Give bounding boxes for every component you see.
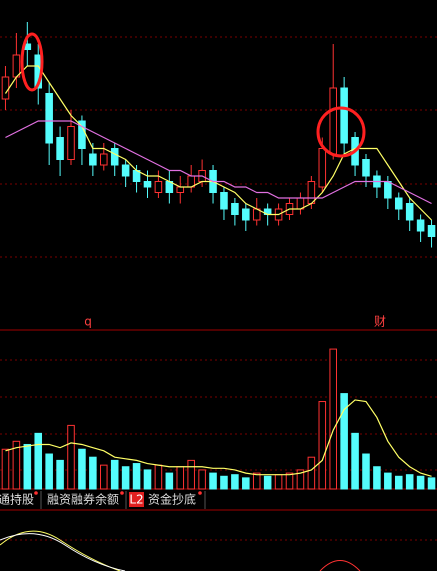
candle-body bbox=[318, 148, 327, 188]
volume-bar bbox=[132, 463, 141, 490]
tab[interactable]: 通持股 bbox=[0, 492, 34, 507]
volume-bar bbox=[121, 466, 130, 490]
candle-body bbox=[242, 208, 250, 221]
candle-body bbox=[100, 153, 108, 166]
indicator-line bbox=[0, 533, 126, 571]
candle-body bbox=[110, 148, 119, 166]
volume-bar bbox=[209, 472, 217, 490]
volume-bar bbox=[1, 448, 10, 490]
volume-bar bbox=[416, 475, 425, 490]
volume-bar bbox=[89, 456, 97, 490]
volume-bar bbox=[373, 466, 381, 490]
volume-bar bbox=[394, 475, 403, 490]
candle-body bbox=[143, 181, 152, 188]
candle-body bbox=[362, 159, 370, 177]
volume-bar bbox=[220, 475, 228, 490]
candle-body bbox=[220, 192, 228, 210]
indicator-line bbox=[0, 530, 121, 571]
highlight-circle bbox=[20, 32, 44, 92]
candle-body bbox=[307, 181, 316, 204]
volume-bar bbox=[231, 474, 239, 490]
tab-dot bbox=[198, 491, 202, 495]
candle-body bbox=[329, 87, 337, 155]
volume-bar bbox=[78, 448, 86, 490]
volume-bar bbox=[34, 432, 43, 490]
volume-bar bbox=[318, 401, 327, 490]
tab[interactable]: 融资融券余额 bbox=[47, 492, 119, 507]
volume-bar bbox=[252, 472, 261, 490]
volume-bar bbox=[384, 472, 392, 490]
volume-bar bbox=[176, 466, 185, 490]
volume-bar bbox=[23, 443, 32, 490]
candle-body bbox=[427, 225, 436, 237]
candle-body bbox=[394, 197, 403, 210]
annotation: 财 bbox=[374, 315, 386, 329]
volume-bar bbox=[427, 477, 436, 490]
candle-body bbox=[121, 164, 130, 177]
volume-bar bbox=[12, 440, 21, 490]
volume-bar bbox=[198, 469, 206, 490]
moving-average bbox=[4, 65, 432, 221]
tab-badge bbox=[129, 492, 144, 507]
tab-badge-label[interactable]: L2 bbox=[129, 493, 143, 507]
tab-bar: 通持股 融资融券余额 L2 资金抄底 bbox=[0, 491, 206, 509]
annotations: q 财 bbox=[84, 315, 386, 329]
volume-bar bbox=[187, 459, 195, 490]
volume-bar bbox=[362, 453, 370, 490]
volume-bar bbox=[143, 469, 152, 490]
candle-body bbox=[78, 120, 86, 149]
tab-dot bbox=[34, 491, 38, 495]
volume-bar bbox=[307, 456, 316, 490]
candle-body bbox=[89, 153, 97, 166]
volume-bar bbox=[405, 474, 414, 490]
candle-body bbox=[67, 126, 75, 160]
candle-body bbox=[176, 186, 185, 193]
candle-body bbox=[154, 181, 163, 193]
volume-bar bbox=[45, 453, 53, 490]
volume-bar bbox=[154, 464, 163, 490]
candle-body bbox=[231, 203, 239, 215]
volume-bar bbox=[56, 459, 64, 490]
highlight-circle bbox=[316, 106, 366, 158]
volume-bar bbox=[263, 475, 272, 490]
volume-bar bbox=[340, 393, 348, 490]
candle-body bbox=[56, 137, 64, 160]
volume-bar bbox=[296, 469, 305, 490]
tab-dot bbox=[120, 491, 124, 495]
volume-bar bbox=[351, 432, 359, 490]
candle-body bbox=[405, 203, 414, 221]
tab[interactable]: 资金抄底 bbox=[148, 492, 196, 507]
volume-bar bbox=[274, 474, 283, 490]
volume-bar bbox=[110, 459, 119, 490]
volume-bar bbox=[100, 464, 108, 490]
volume-average bbox=[5, 399, 432, 477]
volume-bar bbox=[329, 348, 337, 490]
candle-body bbox=[1, 76, 10, 100]
volume-bar bbox=[165, 472, 174, 490]
candle-body bbox=[416, 219, 425, 232]
indicator-bars bbox=[319, 560, 361, 571]
candle-body bbox=[45, 93, 53, 144]
volume-bar bbox=[285, 472, 294, 490]
candle-body bbox=[384, 181, 392, 199]
annotation: q bbox=[84, 315, 92, 329]
volume-bar bbox=[242, 477, 250, 490]
candle-body bbox=[340, 87, 348, 144]
volume-bar bbox=[67, 424, 75, 490]
candle-body bbox=[12, 54, 21, 78]
moving-average bbox=[5, 120, 432, 205]
